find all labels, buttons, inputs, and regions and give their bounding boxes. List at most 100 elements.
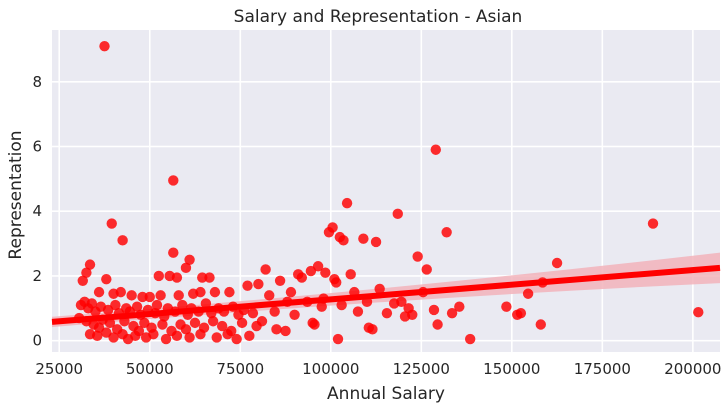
data-point [184,332,195,343]
data-point [260,264,271,275]
data-point [207,316,219,327]
data-point [77,275,88,287]
data-point [108,332,119,343]
x-tick-label: 150000 [483,360,540,378]
chart-title: Salary and Representation - Asian [234,7,523,27]
data-point [195,329,206,340]
regression-line [51,264,721,325]
data-point [222,329,233,340]
x-tick-label: 175000 [574,360,631,378]
data-point [363,322,375,333]
data-point [296,272,308,283]
data-point [153,270,165,282]
data-point [551,257,563,269]
data-point [454,301,465,312]
data-point [320,267,331,278]
data-point [280,325,291,337]
data-point [441,227,452,238]
data-point [117,235,128,246]
data-point [155,290,166,301]
data-point [253,278,264,290]
data-point [224,286,235,298]
x-tick-label: 100000 [302,360,359,378]
data-point [231,333,242,345]
data-point [115,286,126,298]
data-point [173,290,184,301]
data-point [84,259,96,270]
data-point [110,299,121,311]
data-point [501,301,512,312]
data-point [446,307,458,319]
data-point [144,291,155,303]
data-point [92,330,103,342]
data-point [171,272,183,283]
data-point [381,307,393,319]
data-point [312,261,324,272]
regression-line-path [51,264,721,325]
data-point [307,317,318,329]
data-point [242,280,253,291]
data-point [374,283,385,295]
data-point [522,288,534,299]
data-point [126,290,137,301]
data-point [370,236,382,248]
data-point [151,299,163,311]
data-point [352,306,364,317]
data-point [412,251,423,262]
data-point [216,320,228,332]
data-point [338,235,349,246]
data-point [211,332,222,343]
x-tick-labels: 25000 50000 75000 100000 125000 150000 175000 2… [35,360,721,378]
data-point [358,233,369,244]
data-point [271,324,282,335]
data-point [345,269,356,280]
data-point [93,286,105,298]
data-point [428,304,440,316]
data-point [184,254,195,265]
data-point [332,333,344,345]
data-point [236,317,248,329]
y-tick-label: 0 [32,332,42,350]
x-axis-label: Annual Salary [327,384,445,404]
data-point [106,218,117,229]
data-point [195,286,206,298]
data-point [180,324,192,335]
data-point [327,222,338,233]
data-point [86,298,98,309]
data-point [274,275,286,287]
data-point [101,273,112,285]
data-point [160,333,172,345]
data-point [148,329,159,340]
data-point [244,330,255,342]
data-point [341,197,353,209]
data-point [329,273,340,285]
x-tick-label: 125000 [393,360,450,378]
x-tick-label: 75000 [216,360,264,378]
data-point [336,299,347,311]
data-point [189,317,201,329]
data-point [131,301,143,312]
data-point [168,175,179,186]
data-point [171,330,183,342]
data-point [407,309,418,320]
data-point [177,299,188,311]
data-point [137,291,148,303]
data-point [180,262,192,274]
data-point [269,306,280,317]
data-point [200,298,212,309]
data-point [535,319,546,330]
data-point [289,309,300,320]
data-point [209,286,221,298]
data-point [285,286,297,298]
x-tick-label: 200000 [664,360,721,378]
data-point [81,267,92,278]
y-tick-labels: 0 2 4 6 8 [32,73,42,350]
y-tick-label: 8 [32,73,42,91]
data-point [464,333,476,345]
data-point [432,319,443,330]
data-point [247,307,259,319]
y-tick-label: 2 [32,267,42,285]
data-point [421,264,432,275]
data-point [430,144,441,155]
